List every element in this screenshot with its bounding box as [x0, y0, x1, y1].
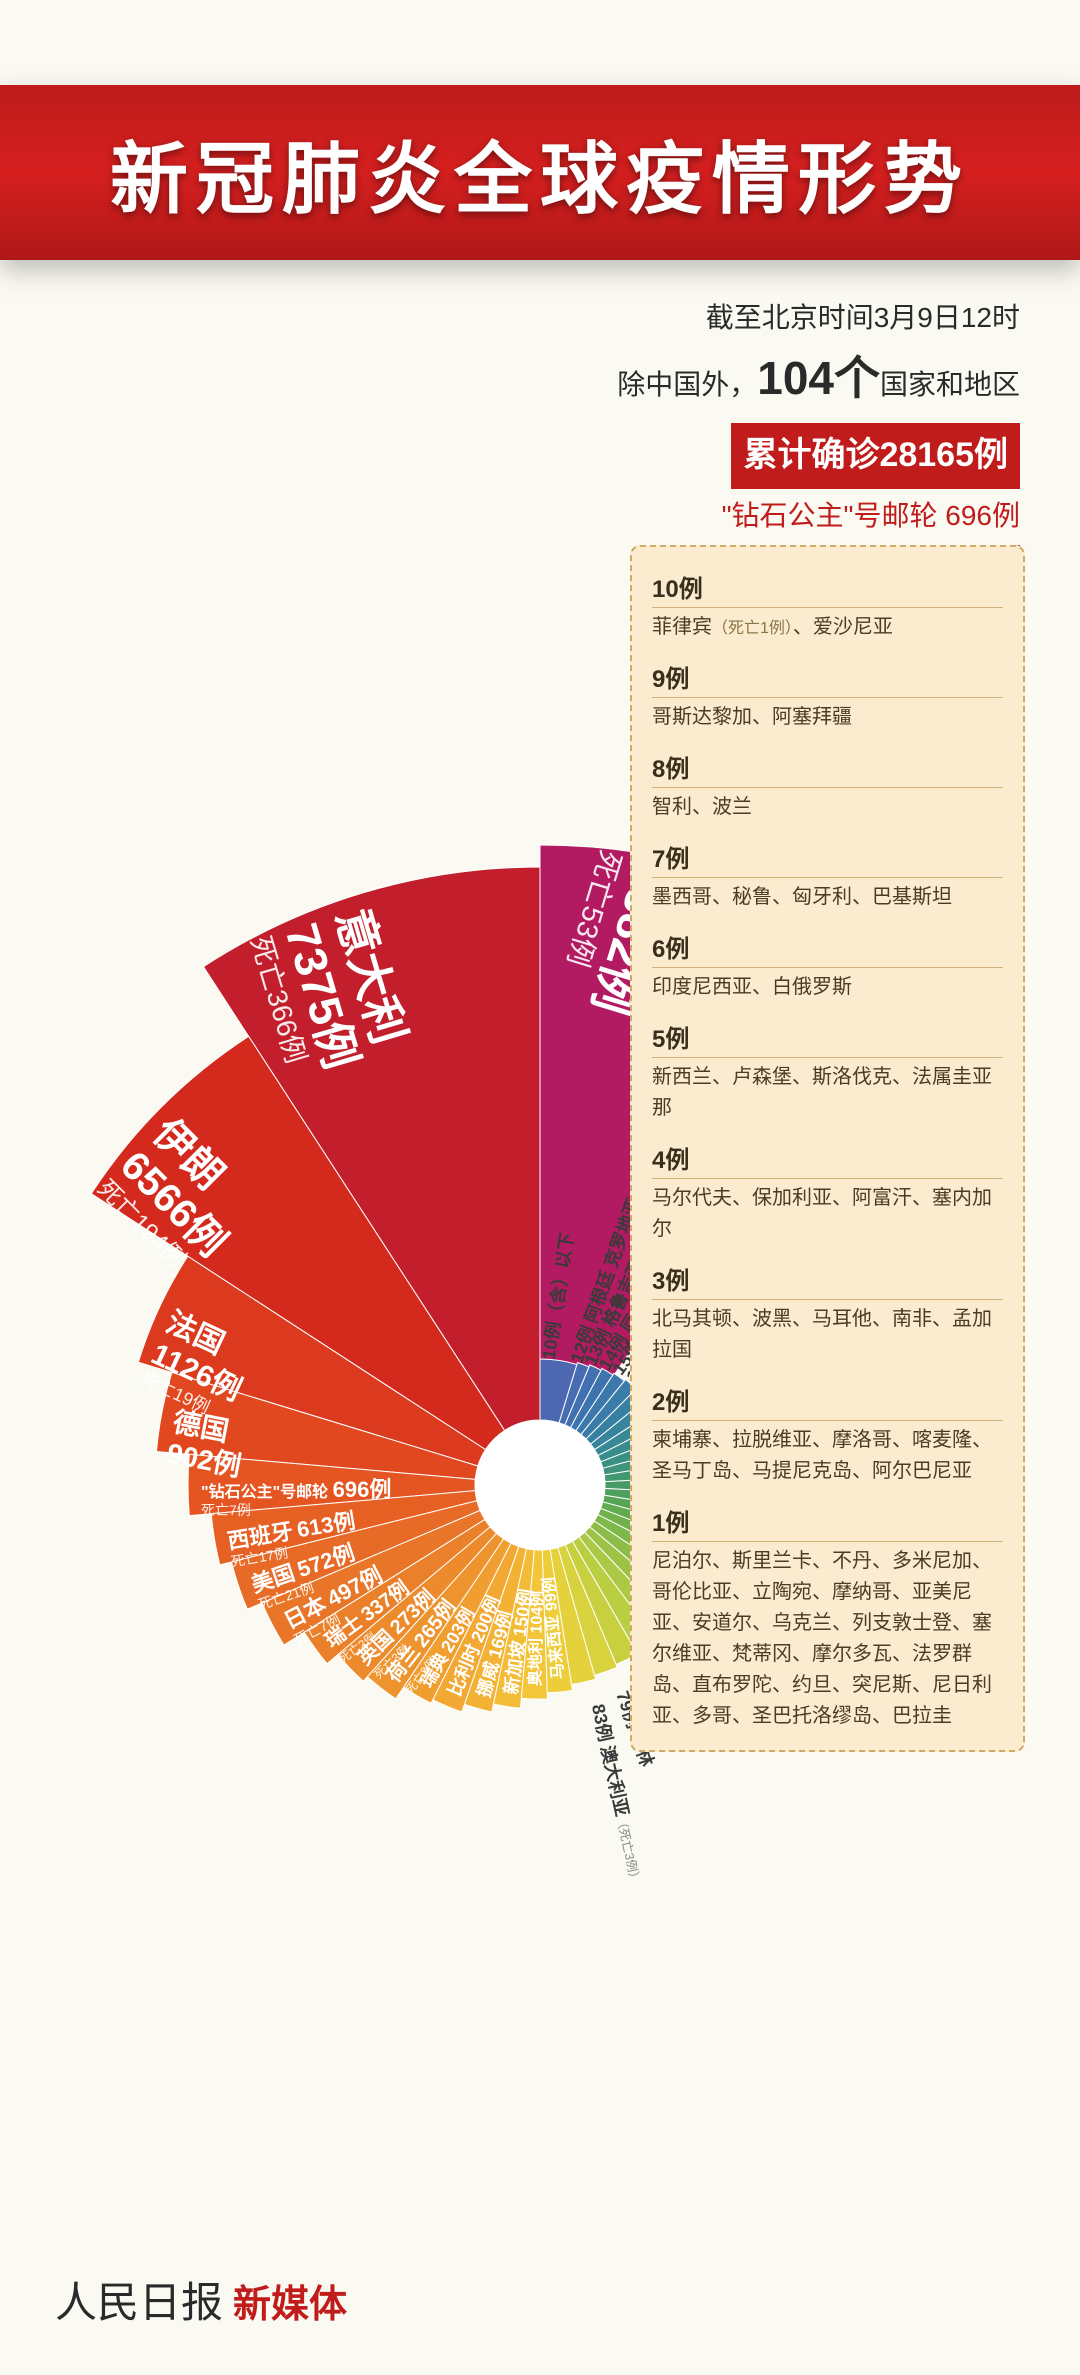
small-case-list: 菲律宾（死亡1例）、爱沙尼亚 — [652, 612, 1003, 643]
small-case-list: 哥斯达黎加、阿塞拜疆 — [652, 702, 1003, 733]
small-case-list: 印度尼西亚、白俄罗斯 — [652, 972, 1003, 1003]
small-case-group: 10例 菲律宾（死亡1例）、爱沙尼亚 — [652, 569, 1003, 643]
small-case-list: 墨西哥、秘鲁、匈牙利、巴基斯坦 — [652, 882, 1003, 913]
small-case-head: 10例 — [652, 569, 1003, 608]
small-case-group: 4例 马尔代夫、保加利亚、阿富汗、塞内加尔 — [652, 1140, 1003, 1245]
small-case-list: 北马其顿、波黑、马耳他、南非、孟加拉国 — [652, 1304, 1003, 1366]
polar-chart: 韩国7382例死亡53例意大利7375例死亡366例伊朗6566例死亡194例法… — [0, 440, 1080, 2140]
small-case-list: 柬埔寨、拉脱维亚、摩洛哥、喀麦隆、圣马丁岛、马提尼克岛、阿尔巴尼亚 — [652, 1425, 1003, 1487]
wedge-label: "钻石公主"号邮轮 696例死亡7例 — [201, 1477, 391, 1521]
page-title: 新冠肺炎全球疫情形势 — [110, 117, 970, 229]
small-case-head: 5例 — [652, 1019, 1003, 1058]
small-case-group: 2例 柬埔寨、拉脱维亚、摩洛哥、喀麦隆、圣马丁岛、马提尼克岛、阿尔巴尼亚 — [652, 1382, 1003, 1487]
asof-line: 截至北京时间3月9日12时 — [617, 295, 1020, 341]
small-case-head: 3例 — [652, 1261, 1003, 1300]
small-case-head: 1例 — [652, 1503, 1003, 1542]
small-case-list: 新西兰、卢森堡、斯洛伐克、法属圭亚那 — [652, 1062, 1003, 1124]
small-case-head: 9例 — [652, 659, 1003, 698]
small-case-list: 智利、波兰 — [652, 792, 1003, 823]
small-case-head: 6例 — [652, 929, 1003, 968]
footer: 人民日报 新媒体 — [55, 2269, 347, 2330]
footer-brand: 人民日报 — [55, 2269, 223, 2330]
small-case-group: 5例 新西兰、卢森堡、斯洛伐克、法属圭亚那 — [652, 1019, 1003, 1124]
small-case-head: 2例 — [652, 1382, 1003, 1421]
small-case-head: 8例 — [652, 749, 1003, 788]
country-count-line: 除中国外，104个国家和地区 — [617, 341, 1020, 417]
small-case-head: 7例 — [652, 839, 1003, 878]
small-case-head: 4例 — [652, 1140, 1003, 1179]
small-case-list: 马尔代夫、保加利亚、阿富汗、塞内加尔 — [652, 1183, 1003, 1245]
footer-sub: 新媒体 — [233, 2273, 347, 2328]
small-case-list: 尼泊尔、斯里兰卡、不丹、多米尼加、哥伦比亚、立陶宛、摩纳哥、亚美尼亚、安道尔、乌… — [652, 1546, 1003, 1732]
small-case-group: 1例 尼泊尔、斯里兰卡、不丹、多米尼加、哥伦比亚、立陶宛、摩纳哥、亚美尼亚、安道… — [652, 1503, 1003, 1732]
small-case-group: 3例 北马其顿、波黑、马耳他、南非、孟加拉国 — [652, 1261, 1003, 1366]
small-cases-box: 10例 菲律宾（死亡1例）、爱沙尼亚 9例 哥斯达黎加、阿塞拜疆 8例 智利、波兰 7… — [630, 545, 1025, 1752]
small-case-group: 8例 智利、波兰 — [652, 749, 1003, 823]
small-case-group: 9例 哥斯达黎加、阿塞拜疆 — [652, 659, 1003, 733]
title-banner: 新冠肺炎全球疫情形势 — [0, 85, 1080, 260]
small-case-group: 6例 印度尼西亚、白俄罗斯 — [652, 929, 1003, 1003]
small-case-group: 7例 墨西哥、秘鲁、匈牙利、巴基斯坦 — [652, 839, 1003, 913]
